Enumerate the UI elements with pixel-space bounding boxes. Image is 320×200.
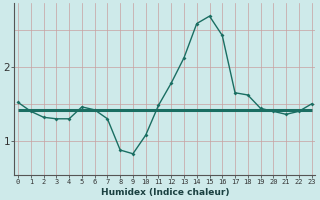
X-axis label: Humidex (Indice chaleur): Humidex (Indice chaleur) [100, 188, 229, 197]
